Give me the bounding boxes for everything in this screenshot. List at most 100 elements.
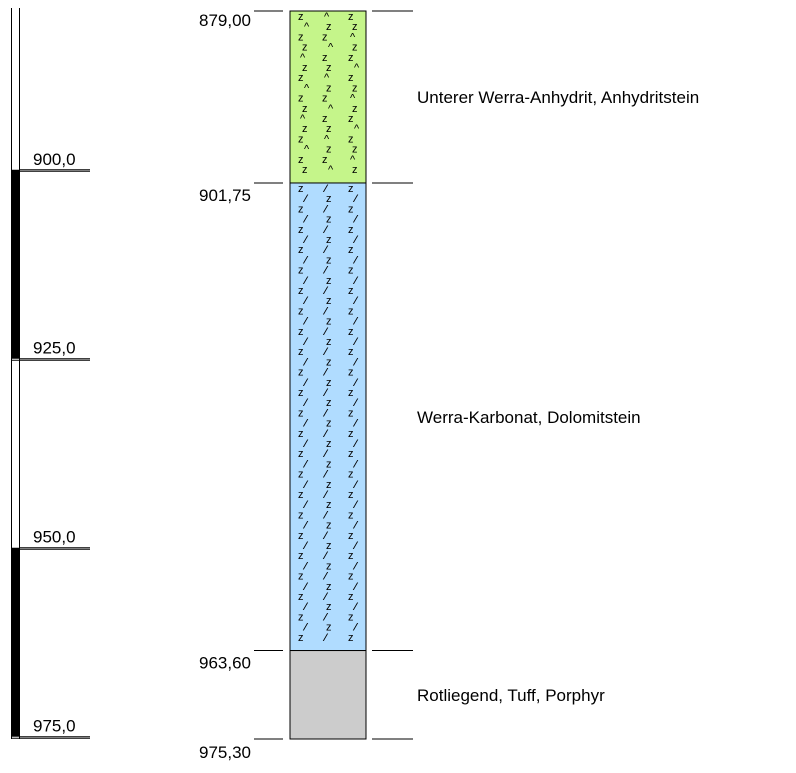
dolomite-pattern-symbol: z [298,387,304,399]
dolomite-pattern-symbol: z [348,407,354,419]
anhydrite-pattern-symbol: z [322,52,328,64]
dolomite-pattern-symbol: I [320,488,331,501]
dolomite-pattern-symbol: I [350,192,361,205]
anhydrite-pattern-symbol: ^ [350,93,356,105]
dolomite-pattern-symbol: z [326,254,332,266]
boundary-depth-label: 975,30 [199,743,251,762]
layer-descriptions: Unterer Werra-Anhydrit, Anhydritstein Wer… [417,88,699,705]
dolomite-pattern-symbol: I [320,406,331,419]
dolomite-pattern-symbol: I [350,498,361,511]
dolomite-pattern-symbol: z [326,622,332,634]
dolomite-pattern-symbol: I [300,437,311,450]
dolomite-pattern-symbol: z [348,224,354,236]
dolomite-pattern-symbol: z [298,244,304,256]
dolomite-pattern-symbol: z [348,448,354,460]
dolomite-pattern-symbol: I [300,416,311,429]
dolomite-pattern-symbol: I [300,192,311,205]
dolomite-pattern-symbol: I [300,498,311,511]
dolomite-pattern-symbol: z [326,234,332,246]
dolomite-pattern-symbol: I [300,396,311,409]
layer-boundaries: 879,00 901,75 963,60 975,30 [199,10,413,762]
depth-tick-label: 925,0 [33,339,76,358]
dolomite-pattern-symbol: z [326,336,332,348]
dolomite-pattern-symbol: I [320,304,331,317]
anhydrite-pattern-symbol: ^ [304,21,310,33]
dolomite-pattern-symbol: I [350,396,361,409]
anhydrite-pattern-symbol: z [326,21,332,33]
anhydrite-pattern-symbol: ^ [324,11,330,23]
dolomite-pattern-symbol: I [350,518,361,531]
dolomite-pattern-symbol: z [348,632,354,644]
dolomite-pattern-symbol: z [348,346,354,358]
dolomite-pattern-symbol: I [350,376,361,389]
anhydrite-pattern-symbol: z [298,154,304,166]
dolomite-pattern-symbol: z [348,326,354,338]
anhydrite-pattern-symbol: z [352,103,358,115]
dolomite-pattern-symbol: I [320,569,331,582]
dolomite-pattern-symbol: I [300,314,311,327]
anhydrite-pattern-symbol: ^ [324,133,330,145]
dolomite-pattern-symbol: I [300,620,311,633]
dolomite-pattern-symbol: z [348,530,354,542]
dolomite-pattern-symbol: I [350,478,361,491]
dolomite-pattern-symbol: z [298,448,304,460]
anhydrite-pattern-symbol: z [348,113,354,125]
dolomite-pattern-symbol: I [350,274,361,287]
anhydrite-pattern-symbol: z [348,72,354,84]
anhydrite-pattern-symbol: z [326,123,332,135]
dolomite-pattern-symbol: I [320,325,331,338]
layer-description-tuff: Rotliegend, Tuff, Porphyr [417,686,605,705]
anhydrite-pattern-symbol: z [302,42,308,54]
dolomite-pattern-symbol: z [326,397,332,409]
depth-scale-solid-bar [11,547,20,737]
dolomite-pattern-symbol: z [326,377,332,389]
anhydrite-pattern-symbol: ^ [354,62,360,74]
layer-description-dolomite: Werra-Karbonat, Dolomitstein [417,408,641,427]
dolomite-pattern-symbol: I [300,335,311,348]
dolomite-pattern-symbol: z [298,367,304,379]
anhydrite-pattern-symbol: z [302,62,308,74]
dolomite-pattern-symbol: z [298,489,304,501]
anhydrite-pattern-symbol: z [352,42,358,54]
dolomite-pattern-symbol: I [300,376,311,389]
anhydrite-pattern-symbol: z [352,144,358,156]
dolomite-pattern-symbol: I [350,233,361,246]
dolomite-pattern-symbol: z [348,244,354,256]
depth-tick-label: 975,0 [33,717,76,736]
dolomite-pattern-symbol: I [300,253,311,266]
dolomite-pattern-symbol: I [300,355,311,368]
dolomite-pattern-symbol: z [298,224,304,236]
anhydrite-pattern-symbol: ^ [328,164,334,176]
anhydrite-pattern-symbol: ^ [328,42,334,54]
anhydrite-pattern-symbol: z [348,52,354,64]
dolomite-pattern-symbol: I [320,529,331,542]
anhydrite-pattern-symbol: z [352,82,358,94]
dolomite-pattern-symbol: z [298,346,304,358]
depth-tick-label: 950,0 [33,528,76,547]
dolomite-pattern-symbol: z [348,489,354,501]
anhydrite-pattern-symbol: ^ [328,103,334,115]
dolomite-pattern-symbol: I [300,580,311,593]
anhydrite-pattern-symbol: z [298,93,304,105]
dolomite-pattern-symbol: I [300,294,311,307]
dolomite-pattern-symbol: z [326,193,332,205]
boundary-depth-label: 879,00 [199,11,251,30]
dolomite-pattern-symbol: z [298,428,304,440]
dolomite-pattern-symbol: z [348,509,354,521]
dolomite-pattern-symbol: z [326,458,332,470]
dolomite-pattern-symbol: z [326,499,332,511]
dolomite-pattern-symbol: z [326,540,332,552]
dolomite-pattern-symbol: z [348,469,354,481]
depth-tick-label: 900,0 [33,150,76,169]
dolomite-pattern-symbol: z [326,479,332,491]
dolomite-pattern-symbol: I [300,518,311,531]
anhydrite-pattern-symbol: z [326,62,332,74]
anhydrite-pattern-symbol: z [302,164,308,176]
dolomite-pattern-symbol: z [348,285,354,297]
dolomite-pattern-symbol: I [320,345,331,358]
dolomite-pattern-symbol: z [298,407,304,419]
dolomite-pattern-symbol: I [300,478,311,491]
dolomite-pattern-symbol: z [348,428,354,440]
dolomite-pattern-symbol: z [348,367,354,379]
dolomite-pattern-symbol: I [320,549,331,562]
